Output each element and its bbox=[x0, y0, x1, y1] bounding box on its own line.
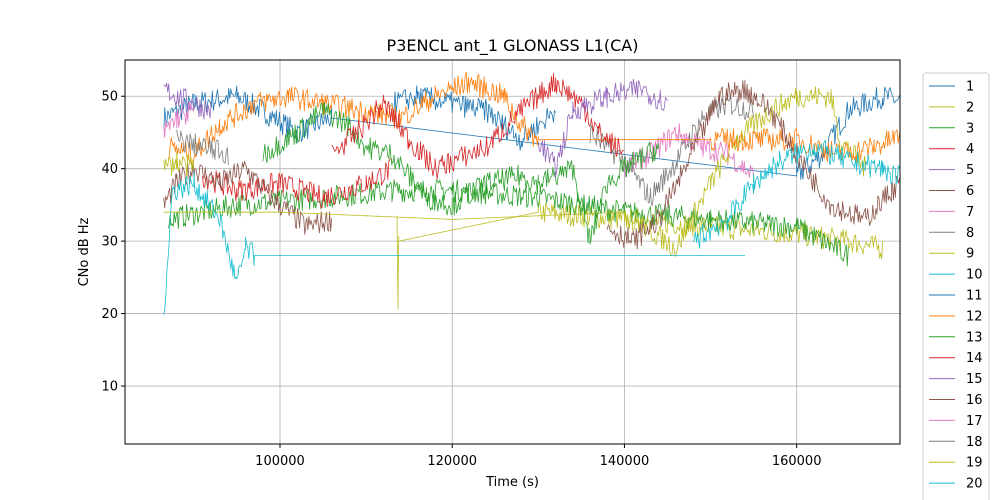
x-tick-label: 120000 bbox=[427, 454, 477, 469]
series-line-20 bbox=[692, 139, 900, 249]
series-line-18 bbox=[176, 129, 229, 165]
y-tick-label: 30 bbox=[101, 235, 118, 250]
legend-label-18: 18 bbox=[966, 435, 983, 450]
chart-title: P3ENCL ant_1 GLONASS L1(CA) bbox=[387, 36, 639, 56]
series-line-4 bbox=[202, 158, 393, 209]
x-axis-label: Time (s) bbox=[485, 475, 539, 490]
series-line-2 bbox=[396, 201, 884, 310]
x-tick-label: 100000 bbox=[255, 454, 305, 469]
y-tick-label: 40 bbox=[101, 162, 118, 177]
legend-label-2: 2 bbox=[966, 100, 974, 115]
y-axis: 10 20 30 40 50 bbox=[101, 90, 125, 395]
legend-label-5: 5 bbox=[966, 163, 974, 178]
series-line-11 bbox=[391, 85, 556, 151]
y-tick-label: 10 bbox=[101, 380, 118, 395]
series-line-5 bbox=[163, 82, 212, 120]
series-line-10 bbox=[163, 171, 745, 315]
series-line-8 bbox=[589, 91, 754, 207]
legend-label-1: 1 bbox=[966, 80, 974, 95]
legend-label-20: 20 bbox=[966, 477, 983, 492]
gridlines bbox=[125, 60, 900, 444]
legend-label-4: 4 bbox=[966, 142, 974, 157]
legend-label-6: 6 bbox=[966, 184, 974, 199]
series-line-1 bbox=[163, 85, 900, 180]
series-line-15 bbox=[537, 78, 668, 179]
legend-label-12: 12 bbox=[966, 309, 983, 324]
legend-label-8: 8 bbox=[966, 226, 974, 241]
series-line-19 bbox=[163, 151, 195, 178]
legend-label-19: 19 bbox=[966, 456, 983, 471]
legend-label-15: 15 bbox=[966, 372, 983, 387]
legend-label-7: 7 bbox=[966, 205, 974, 220]
legend-label-9: 9 bbox=[966, 247, 974, 262]
series-line-13 bbox=[262, 101, 660, 245]
x-tick-label: 140000 bbox=[600, 454, 650, 469]
series-line-9 bbox=[163, 86, 866, 257]
legend-label-10: 10 bbox=[966, 268, 983, 283]
y-tick-label: 50 bbox=[101, 90, 118, 105]
legend-label-16: 16 bbox=[966, 393, 983, 408]
legend-box bbox=[922, 72, 990, 500]
y-axis-label: CNo dB Hz bbox=[77, 217, 92, 286]
legend-label-14: 14 bbox=[966, 351, 983, 366]
legend-label-11: 11 bbox=[966, 289, 983, 304]
series-line-12 bbox=[167, 72, 900, 165]
plot-series bbox=[163, 72, 900, 315]
series-line-7 bbox=[624, 123, 754, 178]
legend-label-3: 3 bbox=[966, 121, 974, 136]
plot-frame bbox=[124, 59, 901, 445]
series-line-6 bbox=[163, 160, 333, 235]
x-axis: 100000 120000 140000 160000 bbox=[255, 444, 821, 469]
x-tick-label: 160000 bbox=[772, 454, 822, 469]
y-tick-label: 20 bbox=[101, 307, 118, 322]
series-line-16 bbox=[606, 79, 900, 250]
legend-label-13: 13 bbox=[966, 330, 983, 345]
series-line-14 bbox=[331, 72, 625, 180]
series-line-17 bbox=[163, 101, 195, 138]
legend-label-17: 17 bbox=[966, 414, 983, 429]
